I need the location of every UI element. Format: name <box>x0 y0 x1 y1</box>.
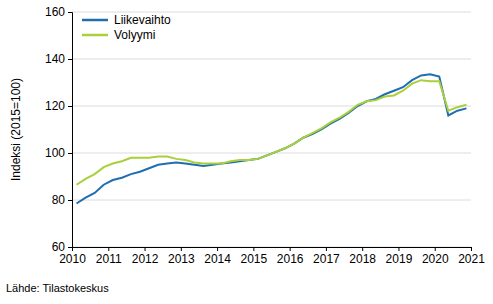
grid-line <box>72 59 471 60</box>
x-axis: 2010201120122013201420152016201720182019… <box>59 247 485 266</box>
x-tick-mark <box>181 247 182 251</box>
series-line <box>77 74 467 203</box>
x-tick-mark <box>326 247 327 251</box>
x-tick-mark <box>253 247 254 251</box>
x-tick-label: 2019 <box>386 252 413 266</box>
x-tick-label: 2016 <box>277 252 304 266</box>
y-tick-mark <box>68 247 72 248</box>
y-tick-mark <box>68 59 72 60</box>
x-tick-mark <box>435 247 436 251</box>
legend-swatch <box>82 19 108 22</box>
grid <box>72 12 471 247</box>
x-tick-mark <box>362 247 363 251</box>
x-axis-line <box>73 248 472 252</box>
legend-item: Volyymi <box>82 28 155 42</box>
x-tick-mark <box>398 247 399 251</box>
lines <box>77 74 467 203</box>
y-tick: 100 <box>45 146 72 160</box>
y-tick-label: 140 <box>45 52 65 66</box>
x-tick: 2013 <box>168 247 195 266</box>
x-tick: 2018 <box>349 247 376 266</box>
y-tick: 160 <box>45 5 72 19</box>
chart: 2010201120122013201420152016201720182019… <box>0 0 493 304</box>
x-tick: 2011 <box>96 247 122 266</box>
x-tick-mark <box>290 247 291 251</box>
y-tick: 80 <box>52 193 72 207</box>
x-tick-label: 2018 <box>349 252 376 266</box>
y-tick-mark <box>68 153 72 154</box>
x-tick: 2017 <box>313 247 340 266</box>
x-tick: 2016 <box>277 247 304 266</box>
y-axis-line <box>68 13 73 248</box>
x-tick-label: 2015 <box>241 252 268 266</box>
y-tick-label: 60 <box>52 240 66 254</box>
x-tick-label: 2014 <box>204 252 231 266</box>
x-tick-label: 2012 <box>132 252 159 266</box>
legend: LiikevaihtoVolyymi <box>82 13 171 42</box>
y-axis: 60 80 100 120 140 160 <box>45 5 73 254</box>
x-tick: 2015 <box>241 247 268 266</box>
x-tick-label: 2017 <box>313 252 340 266</box>
y-tick-label: 80 <box>52 193 66 207</box>
y-axis-title: Indeksi (2015=100) <box>9 78 23 181</box>
y-tick-mark <box>68 200 72 201</box>
x-tick: 2012 <box>132 247 159 266</box>
x-tick-mark <box>108 247 109 251</box>
y-tick-label: 100 <box>45 146 65 160</box>
x-tick-mark <box>145 247 146 251</box>
grid-line <box>72 106 471 107</box>
x-tick-label: 2011 <box>96 252 122 266</box>
y-tick-mark <box>68 106 72 107</box>
y-tick-mark <box>68 12 72 13</box>
x-tick: 2020 <box>422 247 449 266</box>
x-tick: 2014 <box>204 247 231 266</box>
x-tick: 2021 <box>458 247 485 266</box>
x-tick-mark <box>217 247 218 251</box>
y-tick: 60 <box>52 240 72 254</box>
legend-label: Volyymi <box>114 28 155 42</box>
x-tick-label: 2020 <box>422 252 449 266</box>
x-tick-label: 2013 <box>168 252 195 266</box>
x-tick-label: 2021 <box>458 252 485 266</box>
source: Lähde: Tilastokeskus <box>6 282 109 294</box>
series-line <box>77 80 467 185</box>
y-tick: 120 <box>45 99 72 113</box>
x-tick: 2019 <box>386 247 413 266</box>
legend-item: Liikevaihto <box>82 13 171 27</box>
y-tick-label: 160 <box>45 5 65 19</box>
grid-line <box>72 200 471 201</box>
plot: 2010201120122013201420152016201720182019… <box>45 5 485 265</box>
legend-label: Liikevaihto <box>114 13 171 27</box>
y-tick-label: 120 <box>45 99 65 113</box>
y-tick: 140 <box>45 52 72 66</box>
legend-swatch <box>82 34 108 37</box>
x-tick-mark <box>471 247 472 251</box>
